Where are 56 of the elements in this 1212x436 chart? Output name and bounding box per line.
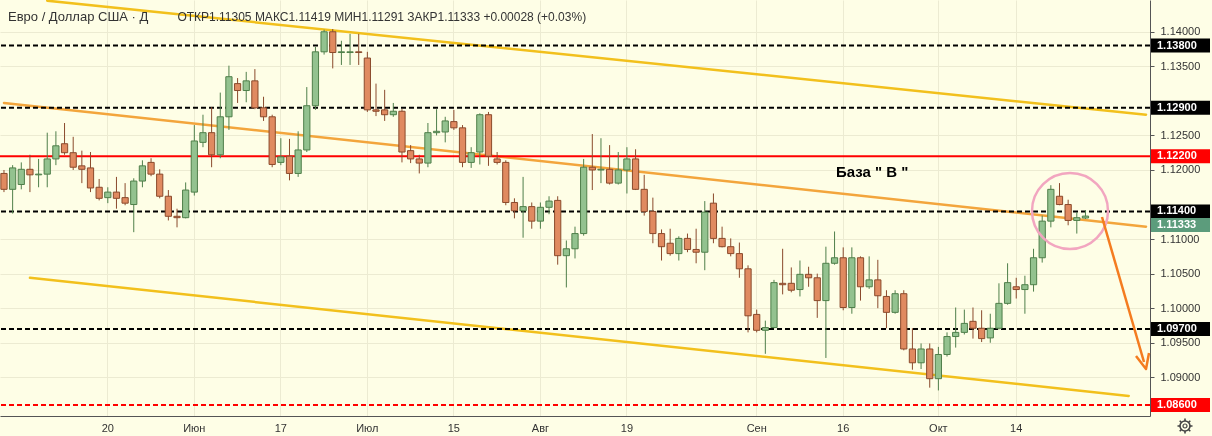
ref-line-label: 1.12200 (1157, 149, 1197, 162)
y-tick-label: 1.12000 (1160, 163, 1201, 176)
candlestick (0, 169, 8, 193)
x-tick-label: 16 (837, 421, 850, 434)
x-tick-label: Окт (929, 421, 948, 434)
candlestick (675, 235, 683, 262)
candlestick (874, 259, 882, 309)
x-tick-label: 14 (1010, 421, 1023, 434)
y-tick-label: 1.10500 (1160, 267, 1201, 280)
candlestick (355, 33, 363, 66)
y-tick-label: 1.14000 (1160, 25, 1201, 38)
annotation: База " В " (836, 163, 909, 180)
candlestick (605, 144, 614, 185)
x-tick-label: 15 (447, 421, 460, 434)
ref-line-label: 1.12900 (1157, 100, 1197, 113)
y-tick-label: 1.09500 (1160, 336, 1201, 349)
candlestick (26, 154, 34, 193)
candlestick (796, 260, 804, 297)
candlestick (242, 71, 250, 103)
candlestick (329, 28, 337, 69)
candlestick (597, 137, 605, 184)
candlestick (17, 161, 25, 190)
candlestick (960, 309, 968, 335)
x-tick-label: Авг (531, 421, 549, 434)
y-tick-label: 1.12500 (1160, 128, 1201, 141)
candlestick (787, 266, 795, 293)
candlestick (9, 164, 17, 215)
candlestick (917, 342, 925, 370)
candlestick (208, 106, 216, 168)
ref-line-label: 1.09700 (1157, 321, 1197, 334)
ref-line-label: 1.11400 (1157, 204, 1197, 217)
text: Евро / Доллар США · Д (8, 9, 149, 24)
y-tick-label: 1.13500 (1160, 59, 1201, 72)
x-tick-label: 19 (620, 421, 634, 434)
candlestick (1012, 277, 1020, 300)
candlestick (233, 77, 242, 104)
x-tick-label: Июл (356, 421, 379, 434)
candlestick (588, 133, 596, 191)
candlestick (285, 138, 294, 181)
candlestick (882, 289, 891, 329)
ref-line-label: 1.13800 (1157, 38, 1197, 51)
candlestick (519, 176, 527, 239)
y-tick-label: 1.10000 (1160, 301, 1201, 314)
candlestick (891, 289, 899, 315)
candlestick (865, 255, 873, 290)
x-tick-label: 17 (274, 421, 287, 434)
x-tick-label: Июн (183, 421, 206, 434)
candlestick (415, 154, 423, 174)
x-tick-label: 20 (101, 421, 114, 434)
candlestick (528, 201, 536, 230)
text: 1.11333 (1157, 218, 1197, 230)
x-tick-label: Сен (746, 421, 767, 434)
y-tick-label: 1.09000 (1160, 370, 1201, 383)
ref-line-label: 1.08600 (1157, 397, 1197, 410)
candlestick (277, 137, 285, 166)
y-tick-label: 1.11000 (1160, 232, 1200, 245)
